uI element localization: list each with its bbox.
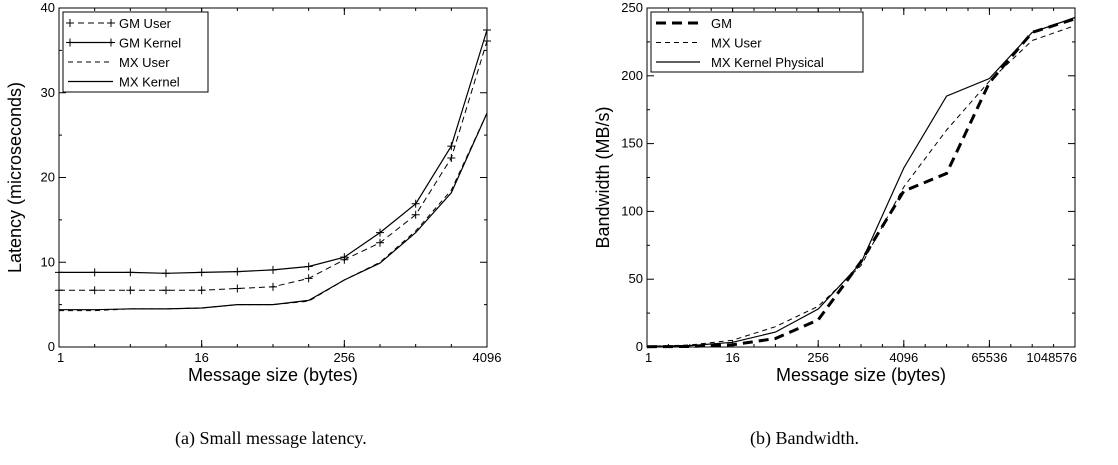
y-tick-label: 200 [621,68,643,83]
y-tick-label: 250 [621,0,643,15]
legend-label-gm-user: GM User [119,16,172,31]
caption-latency: (a) Small message latency. [175,428,367,448]
legend-label-mx-user: MX User [711,36,762,51]
data-point-gm-kernel [447,142,456,151]
y-axis-label: Bandwidth (MB/s) [593,106,613,248]
series-line-mx-kernel-physical [646,16,1076,348]
y-tick-label: 0 [636,339,643,354]
x-tick-label: 16 [194,350,208,365]
x-tick-label: 16 [725,350,739,365]
data-point-gm-kernel [340,253,349,262]
legend-marker [107,19,115,27]
x-tick-label: 4096 [889,350,918,365]
data-point-gm-kernel [90,268,99,277]
data-point-gm-user [55,286,63,295]
data-point-gm-kernel [162,269,170,278]
y-tick-label: 20 [41,170,55,185]
legend-label-gm: GM [711,16,732,31]
data-point-gm-user [269,282,277,291]
data-point-gm-kernel [197,268,206,277]
data-point-gm-user [90,286,99,295]
data-point-gm-kernel [483,26,491,35]
legend-label-mx-user: MX User [119,55,170,70]
x-tick-label: 4096 [473,350,502,365]
y-tick-label: 150 [621,136,643,151]
x-tick-label: 256 [807,350,829,365]
data-point-gm-user [162,286,170,295]
data-point-gm-kernel [55,268,63,277]
legend-label-mx-kernel-physical: MX Kernel Physical [711,55,824,70]
legend-label-gm-kernel: GM Kernel [119,36,181,51]
data-point-gm-kernel [304,262,313,271]
series-line-mx-user [646,25,1076,347]
data-point-gm-user [126,286,135,295]
series-line-mx-user [59,112,488,312]
bandwidth-chart: 1 16 256 4096 65536 1048576 0 50 100 150 200 250 Mes… [593,0,1077,385]
latency-chart: 1 16 256 4096 0 10 20 30 40 Message size (bytes) L… [5,0,501,385]
data-point-gm-user [411,210,420,219]
legend-box [62,11,209,93]
data-point-gm-user [197,286,206,295]
caption-bandwidth: (b) Bandwidth. [750,428,859,448]
x-tick-label: 65536 [971,350,1007,365]
data-point-gm-kernel [233,267,242,276]
y-tick-label: 0 [48,339,55,354]
data-point-gm-user [447,154,456,163]
data-point-gm-user [483,37,491,46]
data-point-gm-kernel [126,268,135,277]
y-tick-label: 100 [621,203,643,218]
x-tick-label: 1048576 [1026,350,1077,365]
y-tick-label: 50 [629,271,643,286]
y-axis-label: Latency (microseconds) [5,82,25,273]
x-tick-label: 1 [57,350,64,365]
legend-marker [66,38,74,47]
legend-marker [107,38,115,47]
y-tick-label: 30 [41,85,55,100]
y-tick-label: 40 [41,0,55,15]
y-tick-label: 10 [41,254,55,269]
data-point-gm-kernel [411,199,420,208]
data-point-gm-user [233,284,242,293]
data-point-gm-kernel [376,228,384,237]
x-tick-label: 256 [333,350,355,365]
data-point-gm-user [376,238,384,247]
data-point-gm-kernel [269,265,277,274]
data-point-gm-user [304,274,313,283]
series-line-mx-kernel [59,112,488,311]
x-axis-label: Message size (bytes) [776,365,946,385]
x-axis-label: Message size (bytes) [188,365,358,385]
legend-marker [66,19,74,27]
x-tick-label: 1 [645,350,652,365]
legend-label-mx-kernel: MX Kernel [119,75,180,90]
